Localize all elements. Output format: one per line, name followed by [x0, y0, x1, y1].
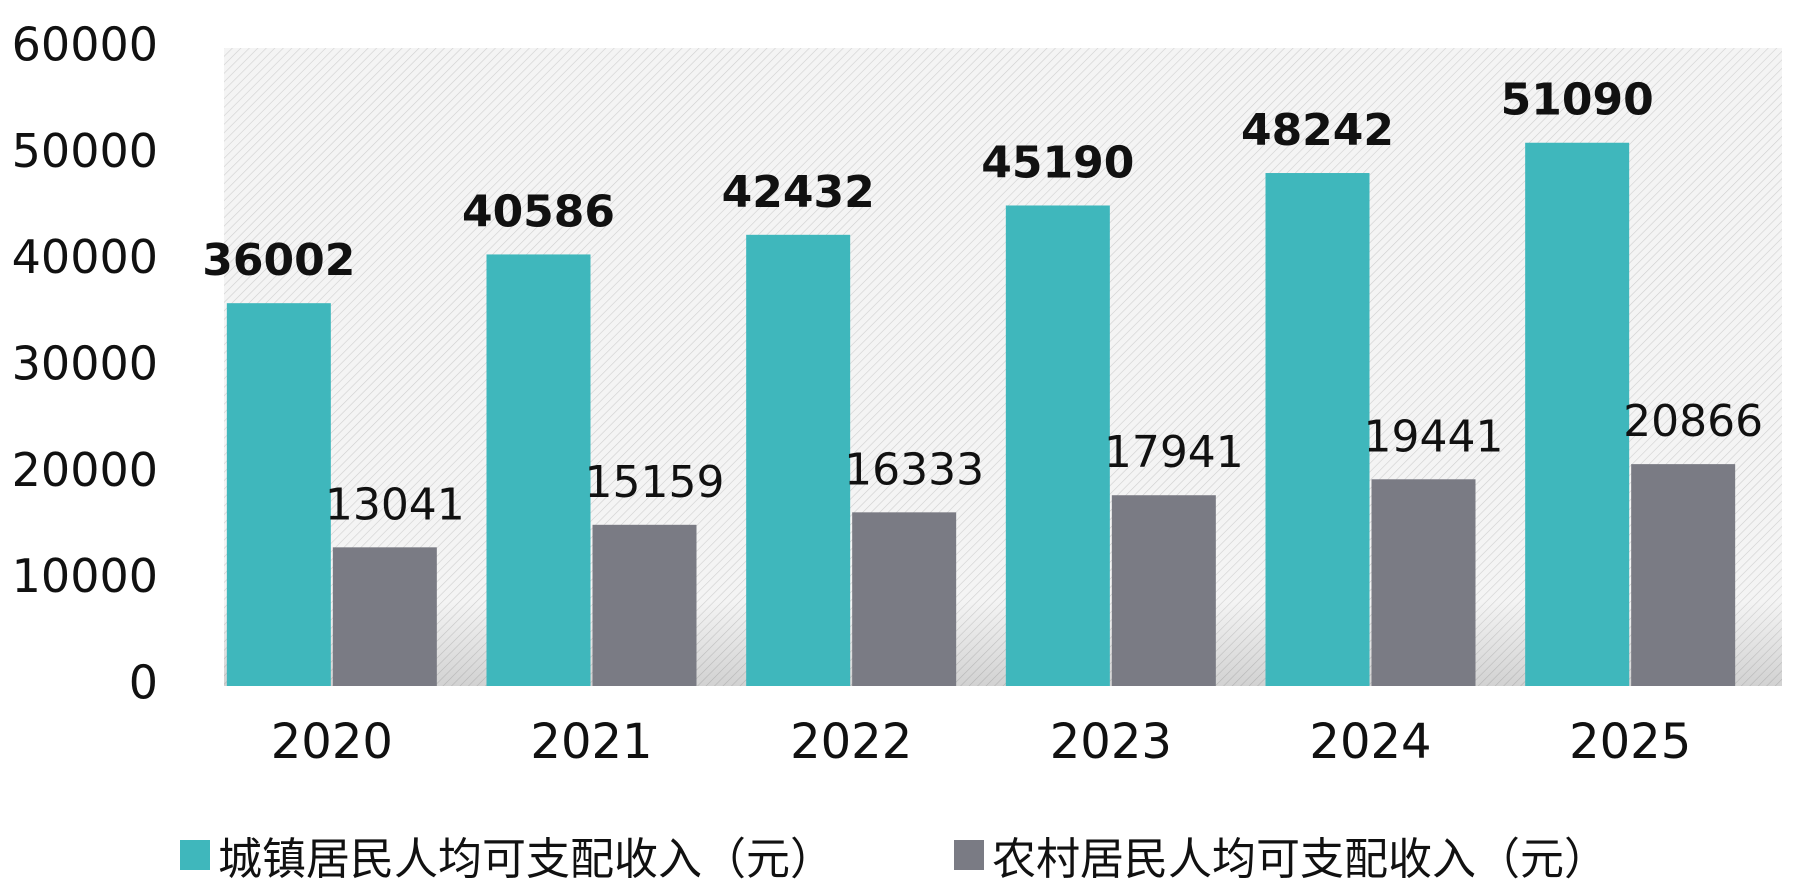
data-label-urban: 42432 [722, 167, 875, 218]
x-tick-label: 2022 [790, 714, 912, 770]
bar-urban [1265, 173, 1370, 686]
data-label-urban: 48242 [1241, 105, 1394, 156]
data-label-urban: 36002 [202, 235, 355, 286]
data-label-rural: 17941 [1104, 427, 1244, 478]
bar-urban [1525, 142, 1630, 687]
x-axis: 2020 2021 2022 2023 2024 2025 [271, 714, 1691, 770]
y-axis: 0 10000 20000 30000 40000 50000 60000 [12, 18, 158, 710]
y-tick-label: 20000 [12, 443, 158, 497]
data-label-rural: 13041 [325, 479, 465, 530]
y-tick-label: 50000 [12, 124, 158, 178]
y-tick-label: 10000 [12, 549, 158, 603]
y-tick-label: 30000 [12, 337, 158, 391]
legend-label-urban: 城镇居民人均可支配收入（元） [218, 834, 834, 885]
x-tick-label: 2025 [1569, 714, 1691, 770]
bar-rural [592, 524, 697, 686]
data-label-urban: 45190 [981, 137, 1134, 188]
data-label-rural: 20866 [1623, 396, 1763, 447]
plot-hatch [224, 48, 1782, 686]
legend-item-urban: 城镇居民人均可支配收入（元） [180, 823, 834, 887]
bar-rural [1631, 464, 1736, 686]
x-tick-label: 2020 [271, 714, 393, 770]
bar-urban [746, 234, 851, 686]
plot-background [224, 48, 1782, 686]
x-tick-label: 2021 [530, 714, 652, 770]
y-tick-label: 60000 [12, 18, 158, 72]
plot-bottom-shadow [224, 601, 1782, 686]
data-label-rural: 16333 [844, 444, 984, 495]
bar-urban [1005, 205, 1110, 686]
legend-swatch-urban [180, 840, 210, 870]
bar-urban [226, 303, 331, 686]
y-tick-label: 40000 [12, 230, 158, 284]
legend-item-rural: 农村居民人均可支配收入（元） [954, 823, 1608, 887]
bar-urban [486, 254, 591, 686]
legend-swatch-rural [954, 840, 984, 870]
bar-rural [852, 512, 957, 686]
x-tick-label: 2024 [1309, 714, 1431, 770]
bar-rural [1111, 495, 1216, 686]
y-tick-label: 0 [129, 656, 158, 710]
legend-label-rural: 农村居民人均可支配收入（元） [992, 834, 1608, 885]
x-tick-label: 2023 [1050, 714, 1172, 770]
data-label-urban: 51090 [1501, 75, 1654, 126]
data-label-urban: 40586 [462, 186, 615, 237]
bars-group: 36002 13041 40586 15159 42432 16333 45190 17941… [202, 75, 1763, 687]
bar-rural [1371, 479, 1476, 686]
bar-rural [332, 547, 437, 686]
data-label-rural: 19441 [1364, 411, 1504, 462]
data-label-rural: 15159 [585, 457, 725, 508]
legend: 城镇居民人均可支配收入（元） 农村居民人均可支配收入（元） [180, 825, 1728, 885]
